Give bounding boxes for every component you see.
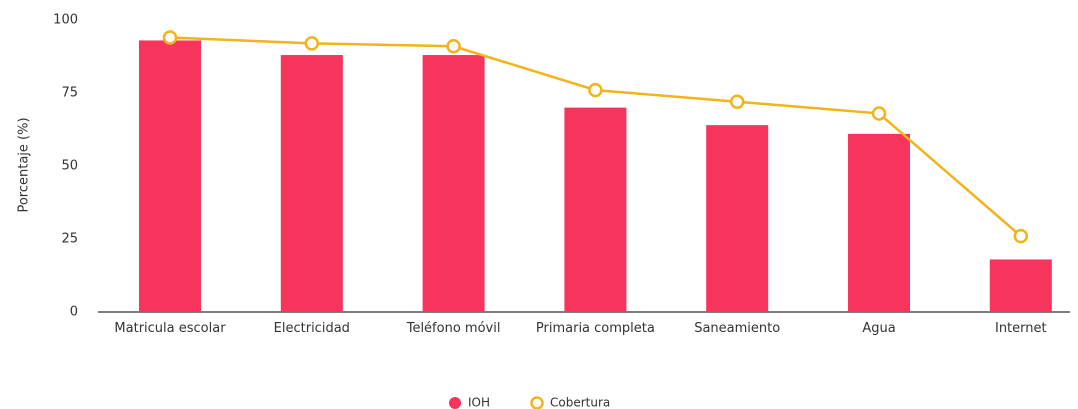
legend-swatch xyxy=(530,396,544,409)
bar xyxy=(706,125,769,313)
bar xyxy=(139,40,201,312)
y-tick-label: 75 xyxy=(61,86,78,101)
y-tick-label: 0 xyxy=(70,305,78,320)
legend-label: IOH xyxy=(468,396,490,409)
legend-label: Cobertura xyxy=(550,396,610,409)
x-tick-label: Saneamiento xyxy=(694,321,781,336)
x-tick-label: Electricidad xyxy=(273,321,350,336)
y-axis-label: Porcentaje (%) xyxy=(17,117,32,212)
x-tick-label: Primaria completa xyxy=(535,321,655,336)
line-marker xyxy=(162,30,178,45)
y-tick-label: 50 xyxy=(61,159,78,174)
bar xyxy=(564,107,627,312)
y-tick-label: 25 xyxy=(61,232,78,247)
bar xyxy=(989,259,1052,312)
line-marker xyxy=(588,82,603,98)
line-marker xyxy=(729,94,745,110)
y-tick-label: 100 xyxy=(53,13,78,28)
bar xyxy=(280,55,343,312)
legend-swatch xyxy=(449,397,461,409)
x-tick-label: Internet xyxy=(994,321,1047,336)
bar xyxy=(422,55,485,312)
x-tick-label: Agua xyxy=(862,321,896,336)
x-tick-label: Matricula escolar xyxy=(114,321,226,336)
line-marker xyxy=(446,39,461,54)
x-tick-label: Teléfono móvil xyxy=(406,321,501,336)
line-marker xyxy=(1013,228,1029,244)
line-marker xyxy=(871,106,887,121)
line-marker xyxy=(304,36,320,51)
bar xyxy=(848,133,910,312)
